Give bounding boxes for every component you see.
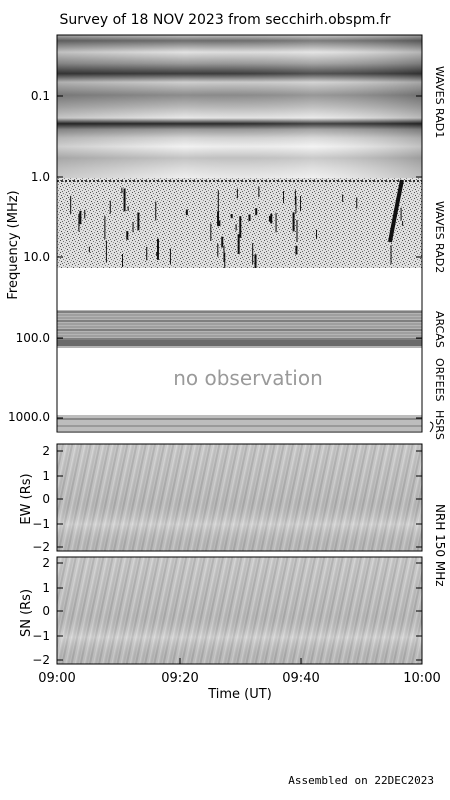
nrh-label: NRH 150 MHz [433, 504, 447, 587]
ew-ytick-m2: −2 [32, 540, 50, 554]
nrh-sn-panel: 2 1 0 −1 −2 SN (Rs) [19, 556, 423, 667]
instrument-label-hsrs: HSRS [433, 410, 446, 440]
drifting-burst [388, 179, 404, 243]
sn-ytick-m2: −2 [32, 653, 50, 667]
spectrum-y-axis: 0.1 1.0 10.0 100.0 1000.0 Frequency (MHz… [6, 89, 422, 424]
xtick-0940: 09:40 [282, 671, 319, 686]
instrument-label-arcas: ARCAS [433, 311, 446, 348]
sn-ytick-1: 1 [42, 581, 50, 595]
ytick-10.0: 10.0 [23, 250, 50, 264]
ytick-1000.0: 1000.0 [8, 410, 50, 424]
xtick-0900: 09:00 [38, 671, 75, 686]
nrh-ew-panel: 2 1 0 −1 −2 EW (Rs) [19, 443, 423, 554]
ew-y-label: EW (Rs) [19, 473, 34, 524]
ytick-0.1: 0.1 [31, 89, 50, 103]
instrument-label-waves-rad2: WAVES RAD2 [433, 201, 446, 273]
figure-title: Survey of 18 NOV 2023 from secchirh.obsp… [59, 12, 390, 28]
instrument-label-waves-rad1: WAVES RAD1 [433, 66, 446, 138]
ew-ytick-m1: −1 [32, 517, 50, 531]
spectrum-frame [56, 34, 423, 433]
sn-ytick-m1: −1 [32, 629, 50, 643]
xtick-1000: 10:00 [403, 671, 440, 686]
sn-ytick-2: 2 [42, 556, 50, 570]
xtick-0920: 09:20 [161, 671, 198, 686]
instrument-labels: WAVES RAD1 WAVES RAD2 ARCAS ORFEES HSRS [429, 66, 446, 440]
time-axis-label: Time (UT) [207, 687, 272, 702]
radio-bursts [70, 179, 404, 275]
assembled-footer: Assembled on 22DEC2023 [288, 774, 434, 787]
hsrs-bracket [429, 421, 434, 433]
sn-ytick-0: 0 [42, 604, 50, 618]
dynamic-spectrum-panel: no observation [56, 34, 423, 433]
spectrum-y-label: Frequency (MHz) [6, 190, 21, 299]
ew-ytick-2: 2 [42, 444, 50, 458]
no-observation-label: no observation [173, 366, 323, 390]
instrument-label-orfees: ORFEES [433, 358, 446, 402]
ew-ytick-0: 0 [42, 492, 50, 506]
hsrs-spectrum [57, 415, 422, 431]
time-axis: 09:00 09:20 09:40 10:00 Time (UT) [38, 658, 441, 702]
ytick-1.0: 1.0 [31, 170, 50, 184]
ew-ytick-1: 1 [42, 469, 50, 483]
ytick-100.0: 100.0 [16, 331, 50, 345]
orfees-spectrum [57, 348, 422, 415]
sn-y-label: SN (Rs) [19, 589, 34, 637]
arcas-band [57, 340, 422, 346]
